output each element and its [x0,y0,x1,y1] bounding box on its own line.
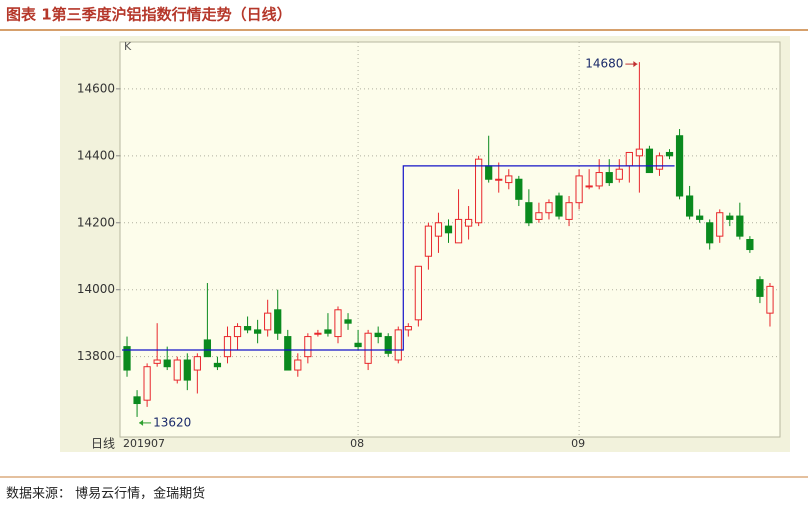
candle-body [615,168,623,180]
candle-body [394,329,402,361]
candle-body [736,215,744,237]
x-tick-label: 201907 [123,437,165,450]
candle-body [274,309,282,334]
candle-body [193,356,201,371]
candle-body [575,175,583,204]
candle-body [545,202,553,214]
unit-label: K [124,40,132,53]
candle-body [424,225,433,257]
candle-body [464,218,473,227]
candle-body [133,396,141,405]
candle-body [605,172,613,184]
candle-body [444,225,453,234]
candle-body [354,342,362,348]
plot-area [119,41,781,438]
candle-body [284,336,292,371]
y-tick-label: 14400 [77,148,115,162]
chart-title: 图表 1第三季度沪铝指数行情走势（日线） [6,6,292,24]
low-annotation: 13620 [153,415,191,429]
candle-body [173,359,181,381]
candle-body [726,215,734,220]
candle-body [384,336,392,354]
candle-body [434,222,443,237]
candle-body [314,332,322,335]
candle-body [595,172,603,187]
candle-body [635,148,643,157]
candle-body [364,332,372,364]
period-label: 日线 [91,437,115,451]
x-tick-label: 08 [350,437,364,450]
candle-body [645,148,654,174]
candle-body [716,212,724,237]
candle-body [585,185,593,188]
annotation-arrowhead [633,61,638,68]
candle-body [665,151,674,157]
candle-body [454,218,463,244]
y-tick-label: 13800 [77,349,115,363]
candle-body [153,359,161,364]
candle-body [414,265,422,321]
candle-body [495,178,503,181]
y-tick-label: 14000 [77,282,115,296]
y-tick-label: 14600 [77,81,115,95]
candle-body [756,279,764,297]
y-tick-label: 14200 [77,215,115,229]
candle-body [475,158,483,224]
candle-body [213,362,222,368]
candle-body [163,359,171,368]
candle-body [565,202,573,220]
candle-body [525,202,533,224]
candle-body [696,215,704,220]
candle-body [766,285,774,314]
candle-body [304,336,312,358]
candle-body [655,155,664,170]
candle-body [555,195,563,217]
candle-body [404,326,412,331]
candle-body [344,319,352,324]
candle-body [746,239,754,251]
candle-body [223,336,232,358]
high-annotation: 14680 [585,57,623,71]
candle-body [374,332,382,338]
candle-body [294,359,302,371]
candle-body [625,151,633,167]
candle-body [123,346,131,371]
source-note: 数据来源： 博易云行情，金瑞期货 [6,486,205,502]
candle-body [515,178,523,200]
candle-body [324,329,332,334]
candle-body [233,326,242,338]
candle-body [243,326,252,331]
candle-body [685,195,694,217]
candle-body [334,309,342,338]
candle-body [143,366,151,401]
candle-body [203,339,212,358]
candle-body [535,212,543,220]
level-line [122,165,675,351]
candle-body [505,175,513,184]
candle-body [706,222,714,244]
candle-body [485,165,493,180]
candle-body [183,359,191,381]
annotation-arrowhead [139,419,144,426]
candle-body [254,329,262,334]
candle-body [264,312,272,331]
x-tick-label: 09 [571,437,585,450]
candle-body [675,135,684,197]
